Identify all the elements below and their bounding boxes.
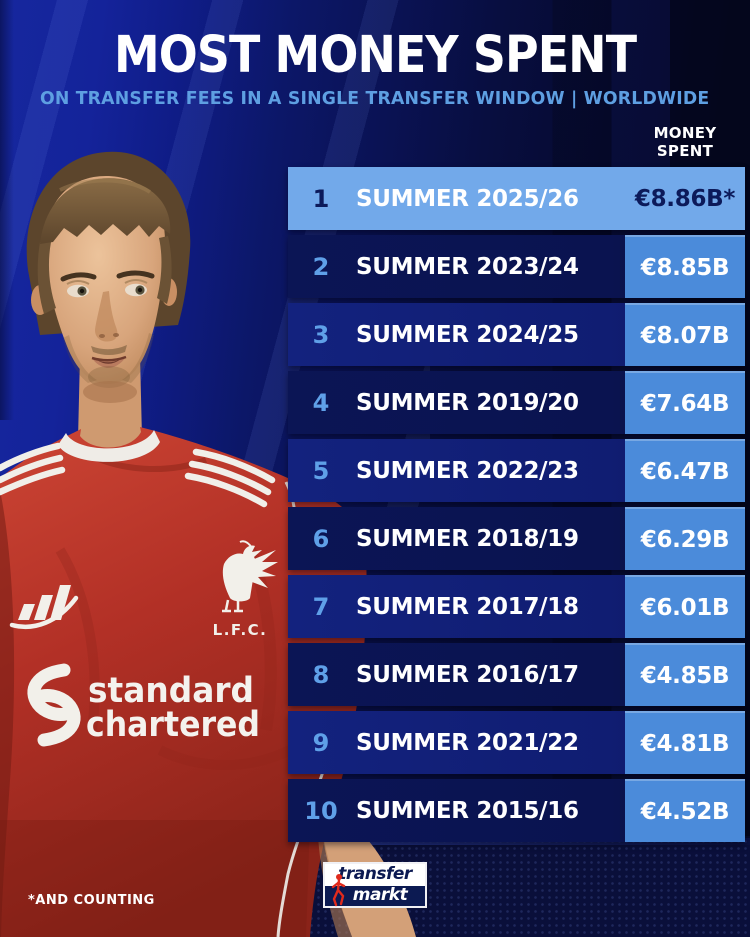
table-row: 5 SUMMER 2022/23 €6.47B [288,439,745,502]
row-money-spent: €6.29B [625,507,745,570]
runner-icon [331,874,346,907]
row-season: SUMMER 2018/19 [356,525,579,552]
background-left-shadow [0,0,14,420]
row-rank: 9 [312,728,330,757]
table-row: 7 SUMMER 2017/18 €6.01B [288,575,745,638]
row-season: SUMMER 2024/25 [356,321,579,348]
row-money-spent: €4.85B [625,643,745,706]
player-jersey: L.F.C. standard chartered [0,427,367,937]
sponsor-line2: chartered [86,705,260,745]
crest-text: L.F.C. [213,621,268,639]
row-season: SUMMER 2017/18 [356,593,579,620]
row-money-spent: €8.86B* [634,185,736,212]
row-season: SUMMER 2019/20 [356,389,579,416]
row-money-spent: €4.52B [625,779,745,842]
row-season: SUMMER 2023/24 [356,253,579,280]
table-row: 4 SUMMER 2019/20 €7.64B [288,371,745,434]
row-money-spent: €6.47B [625,439,745,502]
row-season: SUMMER 2016/17 [356,661,579,688]
row-rank: 5 [312,456,330,485]
row-money-spent: €8.85B [625,235,745,298]
row-rank: 6 [312,524,330,553]
table-row: 1 SUMMER 2025/26 €8.86B* [288,167,745,230]
row-rank: 7 [312,592,330,621]
standard-chartered-logo-icon [27,663,81,747]
player-photo: L.F.C. standard chartered [0,151,416,937]
row-season: SUMMER 2025/26 [356,185,579,212]
row-season: SUMMER 2021/22 [356,729,579,756]
transfermarkt-logo: transfer markt [323,862,427,908]
liverpool-crest-icon: L.F.C. [213,540,278,639]
table-row: 3 SUMMER 2024/25 €8.07B [288,303,745,366]
page-subtitle: ON TRANSFER FEES IN A SINGLE TRANSFER WI… [40,88,710,109]
row-rank: 4 [312,388,330,417]
player-head [26,151,191,450]
row-money-spent: €4.81B [625,711,745,774]
row-rank: 2 [312,252,330,281]
row-money-spent: €6.01B [625,575,745,638]
table-row: 2 SUMMER 2023/24 €8.85B [288,235,745,298]
row-rank: 8 [312,660,330,689]
row-season: SUMMER 2015/16 [356,797,579,824]
page-title: MOST MONEY SPENT [113,26,637,85]
transfermarkt-logo-bottom-text: markt [325,886,425,906]
row-rank: 3 [312,320,330,349]
table-row: 10 SUMMER 2015/16 €4.52B [288,779,745,842]
sponsor-line1: standard [88,671,254,711]
row-money-spent: €7.64B [625,371,745,434]
table-row: 9 SUMMER 2021/22 €4.81B [288,711,745,774]
ranking-rows: 1 SUMMER 2025/26 €8.86B* 2 SUMMER 2023/2… [288,167,745,847]
transfermarkt-logo-top-text: transfer [325,864,425,886]
adidas-logo-icon [9,585,79,630]
money-spent-column-header: MONEY SPENT [653,124,717,160]
row-rank: 10 [304,796,338,825]
table-row: 8 SUMMER 2016/17 €4.85B [288,643,745,706]
row-money-spent: €8.07B [625,303,745,366]
row-season: SUMMER 2022/23 [356,457,579,484]
row-rank: 1 [312,184,330,213]
table-row: 6 SUMMER 2018/19 €6.29B [288,507,745,570]
footnote: *AND COUNTING [28,893,155,908]
